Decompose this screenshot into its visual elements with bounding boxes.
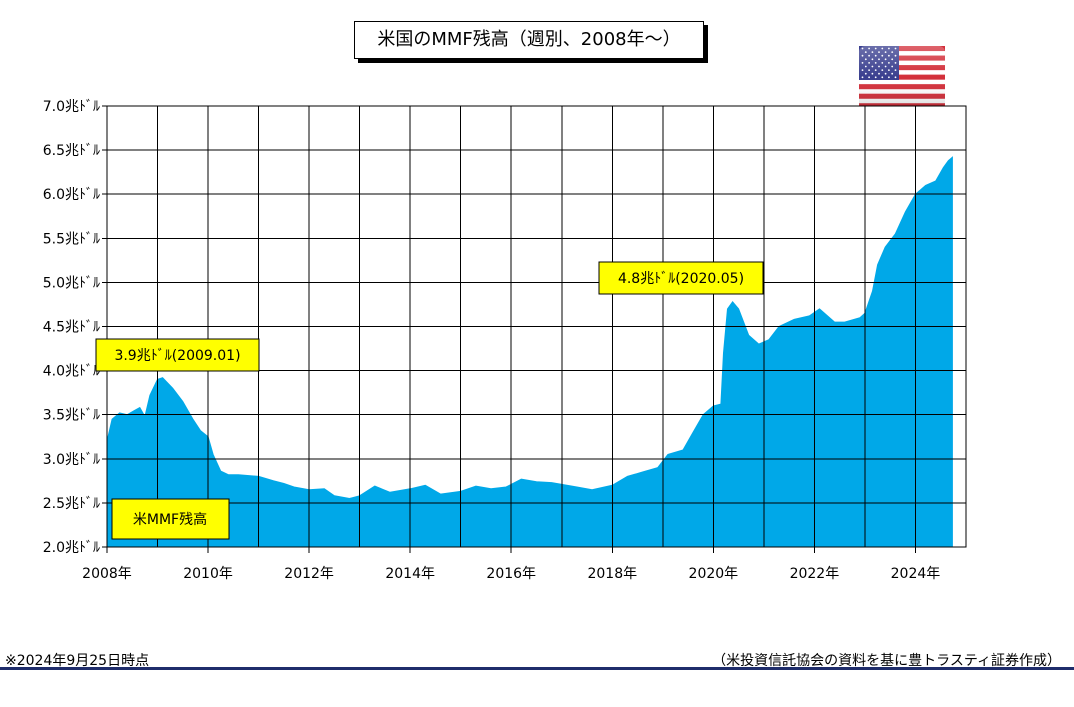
x-tick-label: 2020年: [689, 566, 739, 582]
y-tick-label: 6.0兆ﾄﾞﾙ: [43, 187, 100, 203]
annotation-callout: 4.8兆ﾄﾞﾙ(2020.05): [598, 261, 764, 295]
x-tick-label: 2024年: [891, 566, 941, 582]
y-tick-label: 3.5兆ﾄﾞﾙ: [43, 408, 100, 424]
legend: 米MMF残高: [111, 498, 230, 540]
y-tick-label: 6.5兆ﾄﾞﾙ: [43, 143, 100, 159]
x-tick-label: 2018年: [587, 566, 637, 582]
y-tick-label: 2.0兆ﾄﾞﾙ: [43, 540, 100, 556]
x-tick-label: 2012年: [284, 566, 334, 582]
y-tick-label: 4.5兆ﾄﾞﾙ: [43, 320, 100, 336]
plot-frame: [106, 105, 967, 548]
x-tick-label: 2022年: [790, 566, 840, 582]
x-tick-label: 2010年: [183, 566, 233, 582]
annotation-label: 4.8兆ﾄﾞﾙ(2020.05): [618, 271, 744, 287]
y-tick-label: 5.5兆ﾄﾞﾙ: [43, 231, 100, 247]
annotation-label: 3.9兆ﾄﾞﾙ(2009.01): [114, 348, 240, 364]
source-note: （米投資信託協会の資料を基に豊トラスティ証券作成）: [712, 653, 1061, 669]
y-tick-label: 7.0兆ﾄﾞﾙ: [43, 99, 100, 115]
annotation-callout: 3.9兆ﾄﾞﾙ(2009.01): [95, 338, 260, 372]
x-tick-label: 2016年: [486, 566, 536, 582]
y-tick-label: 3.0兆ﾄﾞﾙ: [43, 452, 100, 468]
mmf-chart: 2.0兆ﾄﾞﾙ 2.5兆ﾄﾞﾙ 3.0兆ﾄﾞﾙ 3.5兆ﾄﾞﾙ 4.0兆ﾄﾞﾙ 4.5兆ﾄ…: [43, 99, 967, 582]
x-tick-label: 2008年: [82, 566, 132, 582]
y-tick-label: 5.0兆ﾄﾞﾙ: [43, 275, 100, 291]
y-tick-label: 2.5兆ﾄﾞﾙ: [43, 496, 100, 512]
footnote: ※2024年9月25日時点: [5, 653, 150, 669]
annotation-box: [598, 261, 764, 295]
annotation-box: [95, 338, 260, 372]
legend-label: 米MMF残高: [133, 511, 207, 528]
bottom-divider: [0, 667, 1074, 670]
legend-box: [111, 498, 230, 540]
y-tick-label: 4.0兆ﾄﾞﾙ: [43, 364, 100, 380]
x-tick-label: 2014年: [385, 566, 435, 582]
series-area-mmf: [106, 156, 953, 548]
chart-title: 米国のMMF残高（週別、2008年～）: [354, 21, 704, 59]
